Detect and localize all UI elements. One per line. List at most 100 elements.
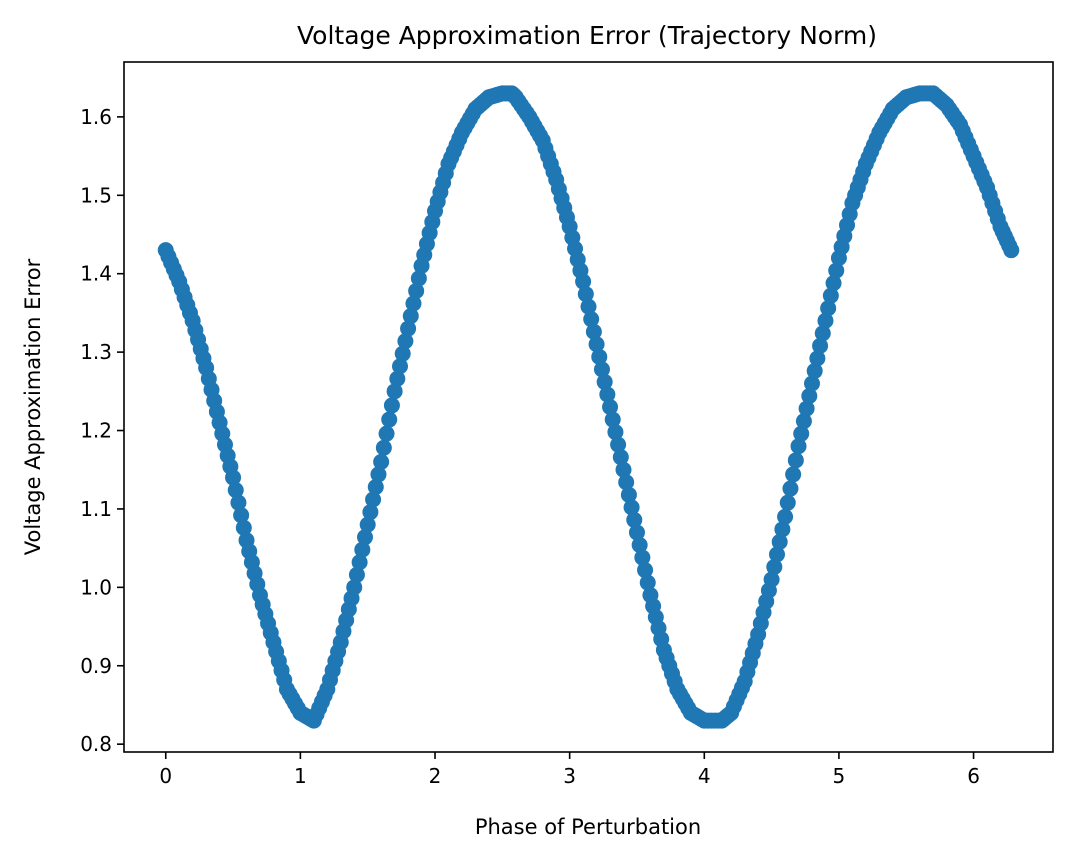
data-point-fill [820, 300, 837, 317]
x-tick-label: 2 [429, 764, 442, 788]
data-point-fill [779, 494, 796, 511]
y-tick-label: 1.4 [80, 262, 112, 286]
chart-title: Voltage Approximation Error (Trajectory … [297, 21, 877, 50]
data-point-fill [397, 333, 414, 350]
data-point-fill [828, 262, 845, 279]
data-point-fill [612, 449, 629, 466]
scatter-points [157, 85, 1020, 729]
data-point-fill [351, 554, 368, 571]
data-point-fill [362, 504, 379, 521]
data-point-fill [408, 282, 425, 299]
data-point-fill [383, 397, 400, 414]
data-point [373, 453, 390, 470]
x-axis-ticks: 0 1 2 3 4 5 6 [159, 752, 980, 788]
data-point-fill [367, 478, 384, 495]
data-point [575, 273, 592, 290]
y-tick-label: 1.1 [80, 497, 112, 521]
data-point-fill [766, 558, 783, 575]
x-tick-label: 1 [294, 764, 307, 788]
data-point [803, 375, 820, 392]
x-tick-label: 5 [833, 764, 846, 788]
data-point-fill [230, 494, 247, 511]
data-point-fill [389, 370, 406, 387]
data-point-fill [583, 311, 600, 328]
data-point-fill [795, 413, 812, 430]
data-point-fill [782, 480, 799, 497]
data-point-fill [618, 474, 635, 491]
data-point-fill [577, 286, 594, 303]
y-axis-label: Voltage Approximation Error [21, 258, 45, 555]
data-point [1003, 242, 1020, 259]
data-point-fill [806, 362, 823, 379]
data-point-fill [365, 491, 382, 508]
x-tick-label: 3 [563, 764, 576, 788]
data-point [588, 336, 605, 353]
data-point-fill [809, 350, 826, 367]
data-point-fill [822, 287, 839, 304]
x-axis-label: Phase of Perturbation [475, 815, 701, 839]
data-point [602, 399, 619, 415]
data-point [615, 461, 632, 478]
data-point [790, 438, 807, 455]
data-point-fill [812, 337, 829, 354]
y-axis-ticks: 0.8 0.9 1.0 1.1 1.2 1.3 1.4 1.5 1.6 [80, 105, 124, 756]
data-point-fill [227, 482, 244, 499]
data-point-fill [620, 486, 637, 503]
data-point [225, 469, 242, 486]
x-tick-label: 0 [159, 764, 172, 788]
x-tick-label: 4 [698, 764, 711, 788]
data-point-fill [593, 361, 610, 378]
data-point-fill [405, 295, 422, 312]
data-point [777, 508, 794, 525]
data-point-fill [785, 466, 802, 483]
data-point-fill [634, 549, 651, 566]
data-point-fill [580, 298, 597, 315]
y-tick-label: 1.5 [80, 183, 112, 207]
x-tick-label: 6 [967, 764, 980, 788]
data-point-fill [585, 323, 602, 340]
data-point-fill [596, 373, 613, 390]
data-point-fill [591, 348, 608, 365]
data-point-fill [787, 452, 804, 469]
data-point-fill [814, 325, 831, 342]
data-point-fill [354, 541, 371, 558]
data-point-fill [235, 519, 252, 536]
data-point [346, 579, 363, 596]
data-point-fill [626, 511, 643, 528]
y-tick-label: 1.2 [80, 419, 112, 443]
data-point-fill [623, 499, 640, 516]
data-point-fill [801, 388, 818, 405]
data-point [628, 524, 645, 541]
y-tick-label: 1.0 [80, 575, 112, 599]
data-point-fill [402, 308, 419, 325]
data-point [359, 516, 376, 533]
data-point-fill [357, 529, 374, 546]
data-point-fill [375, 439, 392, 456]
data-point-fill [610, 436, 627, 453]
data-point-fill [825, 275, 842, 292]
data-point-fill [392, 358, 409, 375]
data-point-fill [639, 574, 656, 591]
y-tick-label: 0.9 [80, 654, 112, 678]
data-point-fill [793, 425, 810, 442]
data-point-fill [381, 411, 398, 428]
y-tick-label: 1.6 [80, 105, 112, 129]
data-point-fill [604, 411, 621, 428]
data-point-fill [768, 546, 785, 563]
data-point [386, 383, 403, 400]
data-point-fill [348, 566, 365, 583]
plot-frame [123, 61, 1054, 753]
data-point-fill [771, 533, 788, 550]
y-tick-label: 0.8 [80, 732, 112, 756]
data-point-fill [631, 537, 648, 553]
data-point [400, 320, 417, 337]
data-point-fill [410, 270, 427, 287]
y-tick-label: 1.3 [80, 340, 112, 364]
data-point-fill [394, 345, 411, 362]
data-point-fill [378, 425, 395, 442]
data-point [817, 312, 834, 329]
data-point-fill [798, 400, 815, 417]
data-point-fill [233, 507, 250, 524]
data-point-fill [637, 562, 654, 579]
